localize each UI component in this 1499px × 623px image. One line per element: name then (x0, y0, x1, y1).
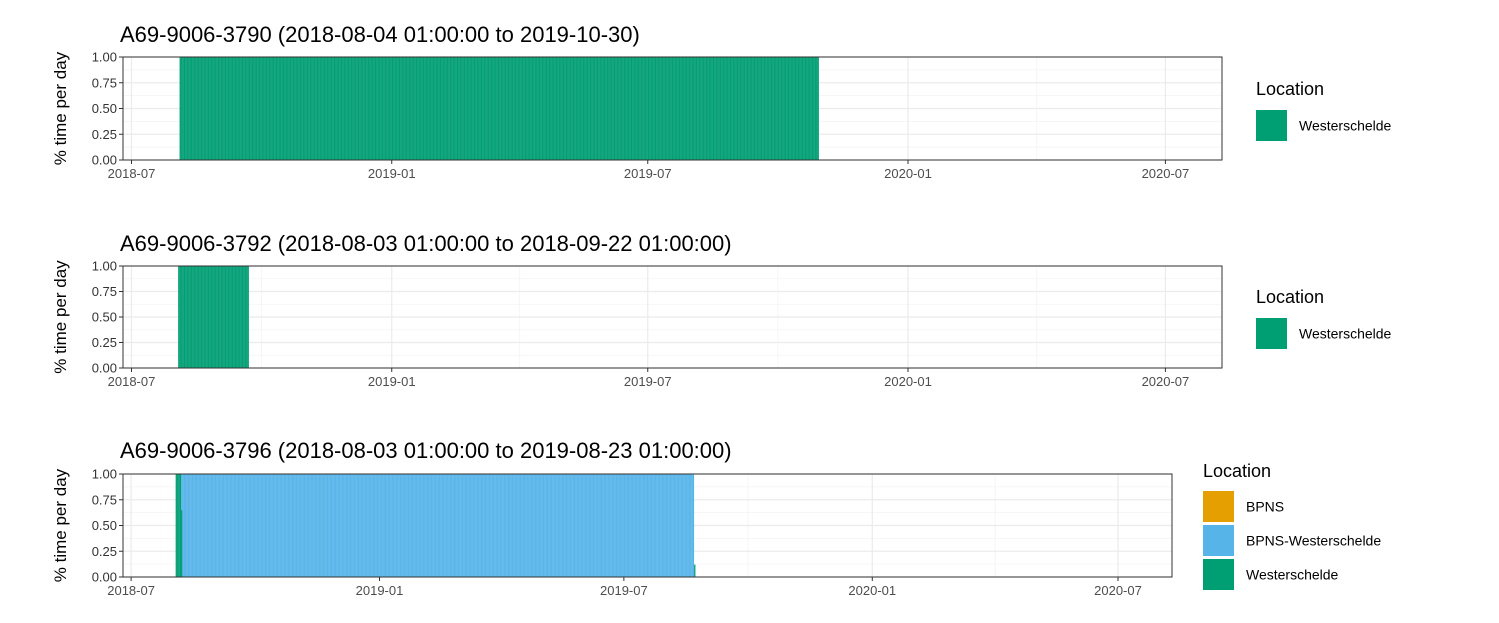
bar-day-separators (180, 57, 818, 160)
y-axis-label: % time per day (51, 468, 70, 582)
x-tick-label: 2019-07 (624, 166, 672, 181)
y-tick-label: 0.00 (92, 361, 117, 376)
legend-title: Location (1203, 461, 1271, 481)
bar-westerschelde (178, 266, 249, 368)
legend-label: Westerschelde (1299, 326, 1392, 342)
bar-westerschelde (694, 564, 696, 577)
x-tick-label: 2018-07 (108, 374, 156, 389)
legend-swatch-bpns-westerschelde (1203, 525, 1234, 556)
y-tick-label: 0.00 (92, 570, 117, 585)
bar-day-separators (179, 266, 248, 368)
legend: Location Westerschelde (1256, 79, 1392, 141)
chart-panel-2: 0.00 0.25 0.50 0.75 1.00 2018-07 2019-01 2019-0… (51, 231, 1392, 389)
bar-day-separators (183, 474, 693, 577)
x-tick-label: 2020-07 (1094, 583, 1142, 598)
legend-label: Westerschelde (1246, 567, 1339, 583)
bar-westerschelde (179, 57, 819, 160)
x-tick-label: 2019-07 (624, 374, 672, 389)
y-tick-label: 0.00 (92, 153, 117, 168)
legend-swatch-westerschelde (1256, 110, 1287, 141)
x-tick-label: 2020-01 (884, 166, 932, 181)
legend-swatch-bpns (1203, 491, 1234, 522)
bar-westerschelde (181, 510, 183, 577)
y-tick-label: 0.25 (92, 127, 117, 142)
y-tick-label: 0.50 (92, 101, 117, 116)
legend-title: Location (1256, 287, 1324, 307)
y-tick-label: 0.50 (92, 310, 117, 325)
x-tick-label: 2018-07 (108, 166, 156, 181)
y-tick-label: 0.75 (92, 284, 117, 299)
legend: Location BPNS BPNS-Westerschelde Westersche… (1203, 461, 1381, 590)
bar-bpns-westerschelde (182, 474, 695, 577)
legend-title: Location (1256, 79, 1324, 99)
y-tick-label: 0.25 (92, 544, 117, 559)
x-tick-label: 2020-07 (1142, 166, 1190, 181)
legend-swatch-westerschelde (1256, 318, 1287, 349)
y-tick-label: 0.75 (92, 75, 117, 90)
y-tick-label: 1.00 (92, 50, 117, 65)
y-axis-label: % time per day (51, 51, 70, 165)
legend-label: BPNS-Westerschelde (1246, 533, 1381, 549)
x-tick-label: 2018-07 (107, 583, 155, 598)
y-tick-label: 0.25 (92, 335, 117, 350)
x-tick-label: 2019-07 (600, 583, 648, 598)
y-tick-label: 1.00 (92, 467, 117, 482)
panel-title: A69-9006-3790 (2018-08-04 01:00:00 to 20… (120, 22, 640, 47)
y-tick-label: 1.00 (92, 259, 117, 274)
legend-label: Westerschelde (1299, 118, 1392, 134)
bar-day-separators (176, 474, 180, 577)
panel-title: A69-9006-3796 (2018-08-03 01:00:00 to 20… (120, 438, 732, 463)
x-tick-label: 2019-01 (356, 583, 404, 598)
legend-swatch-westerschelde (1203, 559, 1234, 590)
y-axis-label: % time per day (51, 260, 70, 374)
y-tick-label: 0.75 (92, 492, 117, 507)
legend-label: BPNS (1246, 499, 1284, 515)
x-tick-label: 2020-01 (884, 374, 932, 389)
panel-title: A69-9006-3792 (2018-08-03 01:00:00 to 20… (120, 231, 732, 256)
bar-bpns-westerschelde (181, 474, 183, 511)
x-tick-label: 2020-01 (848, 583, 896, 598)
chart-panel-1: 0.00 0.25 0.50 0.75 1.00 2018-07 2019-01 2019-0… (51, 22, 1392, 181)
legend: Location Westerschelde (1256, 287, 1392, 349)
chart-panel-3: 0.00 0.25 0.50 0.75 1.00 2018-07 2019-01 2019-0… (51, 438, 1381, 598)
bar-westerschelde (175, 474, 182, 577)
x-tick-label: 2019-01 (368, 166, 416, 181)
x-tick-label: 2019-01 (368, 374, 416, 389)
x-tick-label: 2020-07 (1142, 374, 1190, 389)
y-tick-label: 0.50 (92, 518, 117, 533)
